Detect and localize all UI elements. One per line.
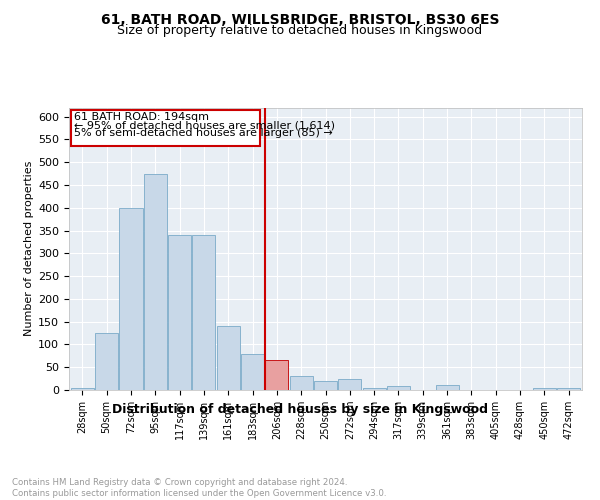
- Bar: [338, 378, 361, 390]
- Bar: [387, 386, 410, 390]
- Bar: [362, 388, 386, 390]
- Bar: [241, 354, 264, 390]
- Bar: [193, 235, 215, 390]
- FancyBboxPatch shape: [71, 110, 260, 146]
- Bar: [119, 208, 143, 390]
- Bar: [95, 333, 118, 390]
- Text: 61 BATH ROAD: 194sqm: 61 BATH ROAD: 194sqm: [74, 112, 209, 122]
- Bar: [168, 235, 191, 390]
- Text: ← 95% of detached houses are smaller (1,614): ← 95% of detached houses are smaller (1,…: [74, 120, 335, 130]
- Bar: [71, 388, 94, 390]
- Bar: [436, 386, 458, 390]
- Bar: [290, 376, 313, 390]
- Text: Size of property relative to detached houses in Kingswood: Size of property relative to detached ho…: [118, 24, 482, 37]
- Bar: [217, 326, 240, 390]
- Text: 61, BATH ROAD, WILLSBRIDGE, BRISTOL, BS30 6ES: 61, BATH ROAD, WILLSBRIDGE, BRISTOL, BS3…: [101, 12, 499, 26]
- Y-axis label: Number of detached properties: Number of detached properties: [24, 161, 34, 336]
- Bar: [314, 381, 337, 390]
- Text: Contains HM Land Registry data © Crown copyright and database right 2024.
Contai: Contains HM Land Registry data © Crown c…: [12, 478, 386, 498]
- Text: 5% of semi-detached houses are larger (85) →: 5% of semi-detached houses are larger (8…: [74, 128, 333, 138]
- Bar: [144, 174, 167, 390]
- Bar: [557, 388, 580, 390]
- Text: Distribution of detached houses by size in Kingswood: Distribution of detached houses by size …: [112, 402, 488, 415]
- Bar: [265, 360, 289, 390]
- Bar: [533, 388, 556, 390]
- Bar: [265, 360, 289, 390]
